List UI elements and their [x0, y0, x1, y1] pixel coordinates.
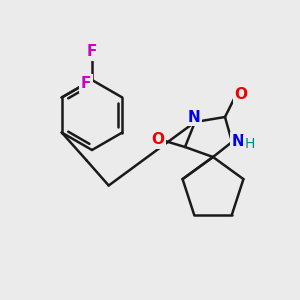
- Text: O: O: [152, 132, 164, 147]
- Text: N: N: [188, 110, 200, 124]
- Text: O: O: [234, 87, 247, 102]
- Text: N: N: [232, 134, 244, 148]
- Text: F: F: [87, 44, 97, 59]
- Text: F: F: [81, 76, 91, 91]
- Text: H: H: [245, 137, 255, 151]
